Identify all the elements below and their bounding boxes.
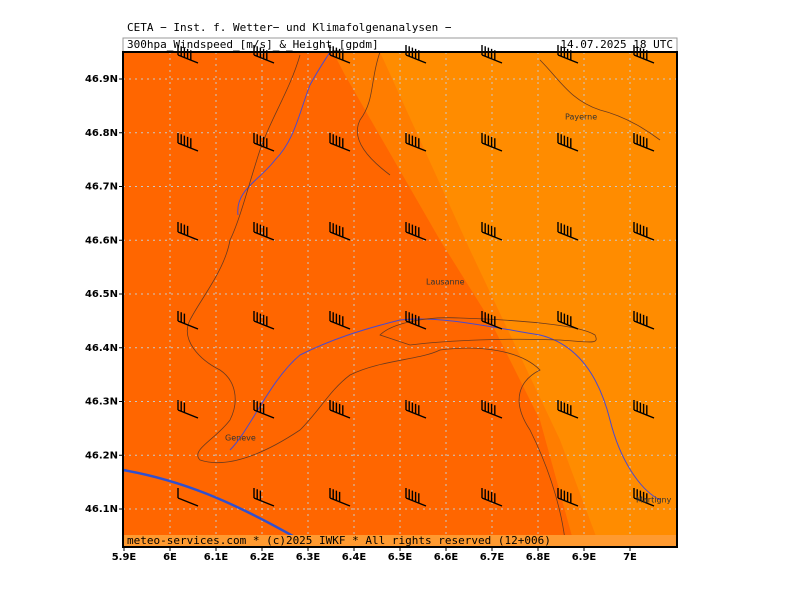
y-tick-label: 46.2N: [85, 450, 118, 461]
lake-geneva-shore: [122, 468, 301, 542]
x-tick-label: 6.9E: [572, 552, 597, 563]
wind-barb: [557, 222, 579, 241]
wind-barb: [177, 133, 199, 152]
place-label: Martigny: [636, 496, 672, 505]
graticule: [123, 52, 677, 547]
y-tick-label: 46.6N: [85, 235, 118, 246]
y-tick-label: 46.1N: [85, 504, 118, 515]
wind-barb: [253, 400, 275, 419]
wind-barb: [405, 222, 427, 241]
wind-barb: [633, 311, 655, 330]
wind-barb: [633, 133, 655, 152]
wind-barb: [177, 311, 199, 330]
x-tick-label: 6.4E: [342, 552, 367, 563]
x-tick-label: 6.8E: [526, 552, 551, 563]
lake-outline: [379, 317, 597, 346]
place-label: Payerne: [565, 113, 597, 122]
map-area: Payerne Lausanne Geneve Martigny meteo-s…: [122, 45, 678, 548]
x-tick-label: 6.7E: [480, 552, 505, 563]
wind-barb: [329, 222, 351, 241]
header-title: CETA − Inst. f. Wetter− und Klimafolgena…: [127, 21, 452, 34]
border: [357, 51, 661, 176]
x-tick-label: 5.9E: [112, 552, 137, 563]
x-tick-label: 6E: [163, 552, 177, 563]
y-tick-label: 46.7N: [85, 182, 118, 193]
y-tick-label: 46.9N: [85, 74, 118, 85]
wind-barb: [557, 311, 579, 330]
wind-barb: [329, 311, 351, 330]
wind-barb: [253, 133, 275, 152]
wind-barb: [481, 488, 503, 507]
wind-barb: [481, 311, 503, 330]
river: [237, 51, 331, 216]
y-tick-label: 46.4N: [85, 343, 118, 354]
y-tick-label: 46.5N: [85, 289, 118, 300]
wind-barb: [253, 488, 275, 507]
y-tick-label: 46.8N: [85, 128, 118, 139]
x-tick-label: 6.3E: [296, 552, 321, 563]
wind-barb: [557, 133, 579, 152]
wind-barb: [177, 400, 199, 419]
windspeed-field-low: [123, 52, 575, 547]
wind-barb: [405, 311, 427, 330]
wind-barb: [481, 222, 503, 241]
border: [187, 54, 566, 541]
river-lake: [229, 318, 661, 501]
wind-barb: [329, 488, 351, 507]
header-valid-time: 14.07.2025 18 UTC: [560, 38, 673, 51]
wind-barb: [329, 400, 351, 419]
header-subtitle: 300hpa_Windspeed_[m/s]_&_Height_[gpdm]: [127, 38, 379, 51]
x-tick-label: 6.6E: [434, 552, 459, 563]
x-tick-label: 6.1E: [204, 552, 229, 563]
wind-barb: [329, 133, 351, 152]
place-label: Geneve: [225, 434, 256, 443]
wind-barb: [633, 400, 655, 419]
wind-barb: [253, 222, 275, 241]
x-tick-label: 6.5E: [388, 552, 413, 563]
footer-band: [123, 535, 677, 547]
x-tick-label: 6.2E: [250, 552, 275, 563]
windspeed-field-mid: [333, 52, 600, 547]
wind-barb: [405, 400, 427, 419]
x-tick-label: 7E: [623, 552, 637, 563]
wind-barb: [481, 400, 503, 419]
wind-barb: [177, 222, 199, 241]
wind-barb: [557, 400, 579, 419]
footer-credit: meteo-services.com * (c)2025 IWKF * All …: [127, 534, 551, 547]
wind-barb: [633, 488, 655, 507]
wind-barb: [557, 488, 579, 507]
wind-barb: [481, 133, 503, 152]
y-tick-label: 46.3N: [85, 397, 118, 408]
wind-barb: [405, 133, 427, 152]
wind-barb: [405, 488, 427, 507]
wind-barb: [253, 311, 275, 330]
wind-barb: [633, 222, 655, 241]
place-label: Lausanne: [426, 278, 465, 287]
axes: 5.9E 6E 6.1E 6.2E 6.3E 6.4E 6.5E 6.6E 6.7E 6.8E 6.…: [85, 74, 637, 563]
wind-barb: [177, 488, 199, 507]
